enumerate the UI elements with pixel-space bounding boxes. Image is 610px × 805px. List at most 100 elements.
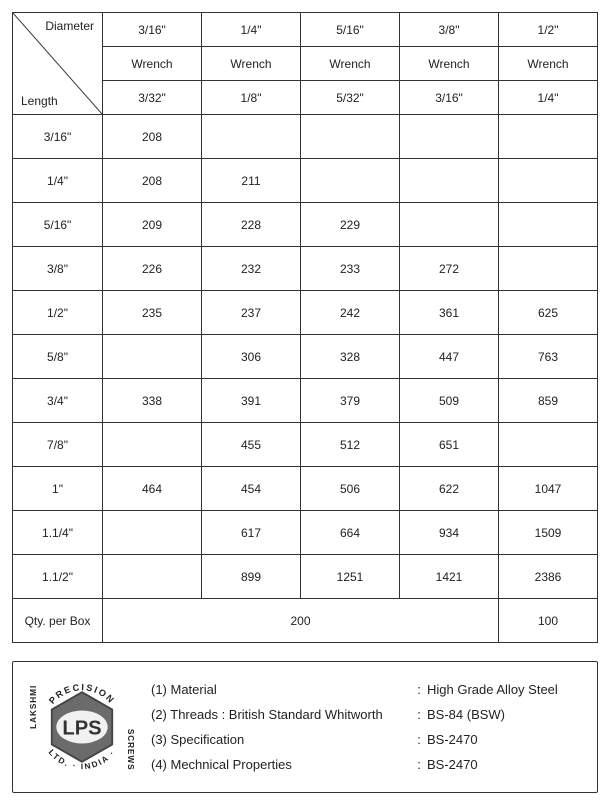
spec-colon: :: [411, 682, 427, 697]
data-cell: 209: [103, 203, 202, 247]
diameter-header: 3/8": [400, 13, 499, 47]
logo-center-text: LPS: [62, 717, 101, 739]
length-header: 1.1/2": [13, 555, 103, 599]
corner-length-label: Length: [21, 94, 58, 108]
data-cell: 625: [499, 291, 598, 335]
data-cell: 622: [400, 467, 499, 511]
table-row: 1/2"235237242361625: [13, 291, 598, 335]
data-cell: 506: [301, 467, 400, 511]
data-cell: 1047: [499, 467, 598, 511]
logo-ring-right: SCREWS: [126, 729, 135, 771]
data-cell: [400, 115, 499, 159]
data-cell: [103, 423, 202, 467]
data-cell: 934: [400, 511, 499, 555]
spec-label: (4) Mechnical Properties: [151, 757, 411, 772]
wrench-label: Wrench: [400, 47, 499, 81]
length-header: 3/8": [13, 247, 103, 291]
data-cell: 455: [202, 423, 301, 467]
data-cell: 464: [103, 467, 202, 511]
table-row: 1"4644545066221047: [13, 467, 598, 511]
data-cell: 235: [103, 291, 202, 335]
diameter-header: 1/4": [202, 13, 301, 47]
qty-label: Qty. per Box: [13, 599, 103, 643]
spec-colon: :: [411, 757, 427, 772]
data-cell: [499, 247, 598, 291]
data-cell: 763: [499, 335, 598, 379]
lps-logo: LPS PRECISION LTD. · INDIA · LAKSHMI SCR…: [27, 672, 137, 782]
data-cell: [301, 159, 400, 203]
data-cell: 211: [202, 159, 301, 203]
data-cell: 361: [400, 291, 499, 335]
data-cell: 1251: [301, 555, 400, 599]
data-cell: 226: [103, 247, 202, 291]
spec-row: (4) Mechnical Properties : BS-2470: [151, 752, 583, 777]
table-row: 1/4"208211: [13, 159, 598, 203]
data-cell: 338: [103, 379, 202, 423]
length-header: 5/8": [13, 335, 103, 379]
qty-value: 200: [103, 599, 499, 643]
data-cell: 512: [301, 423, 400, 467]
data-cell: [499, 159, 598, 203]
wrench-label: Wrench: [301, 47, 400, 81]
data-cell: 509: [400, 379, 499, 423]
spec-row: (1) Material : High Grade Alloy Steel: [151, 677, 583, 702]
length-header: 7/8": [13, 423, 103, 467]
data-cell: 232: [202, 247, 301, 291]
wrench-size: 5/32": [301, 81, 400, 115]
wrench-label: Wrench: [202, 47, 301, 81]
corner-cell: Diameter Length: [13, 13, 103, 115]
data-cell: 233: [301, 247, 400, 291]
data-cell: 328: [301, 335, 400, 379]
data-cell: 306: [202, 335, 301, 379]
data-cell: 2386: [499, 555, 598, 599]
qty-value: 100: [499, 599, 598, 643]
spec-label: (1) Material: [151, 682, 411, 697]
wrench-label: Wrench: [499, 47, 598, 81]
data-cell: 859: [499, 379, 598, 423]
data-cell: [202, 115, 301, 159]
wrench-size: 3/16": [400, 81, 499, 115]
data-cell: [499, 115, 598, 159]
data-cell: 1421: [400, 555, 499, 599]
length-header: 1/2": [13, 291, 103, 335]
spec-label: (3) Specification: [151, 732, 411, 747]
spec-colon: :: [411, 707, 427, 722]
wrench-label: Wrench: [103, 47, 202, 81]
spec-value: High Grade Alloy Steel: [427, 682, 583, 697]
data-cell: 391: [202, 379, 301, 423]
spec-row: (2) Threads : British Standard Whitworth…: [151, 702, 583, 727]
data-cell: 447: [400, 335, 499, 379]
data-cell: [103, 511, 202, 555]
length-header: 1.1/4": [13, 511, 103, 555]
wrench-size: 1/4": [499, 81, 598, 115]
spec-box: LPS PRECISION LTD. · INDIA · LAKSHMI SCR…: [12, 661, 598, 793]
data-cell: [499, 423, 598, 467]
table-row: 3/4"338391379509859: [13, 379, 598, 423]
table-row: 5/16"209228229: [13, 203, 598, 247]
logo-ring-left: LAKSHMI: [29, 685, 38, 729]
size-table: Diameter Length 3/16" 1/4" 5/16" 3/8" 1/…: [12, 12, 598, 643]
data-cell: 242: [301, 291, 400, 335]
table-row: 5/8" 306328447763: [13, 335, 598, 379]
data-cell: 1509: [499, 511, 598, 555]
spec-value: BS-2470: [427, 732, 583, 747]
length-header: 3/16": [13, 115, 103, 159]
spec-list: (1) Material : High Grade Alloy Steel (2…: [151, 677, 583, 777]
length-header: 1": [13, 467, 103, 511]
data-cell: [301, 115, 400, 159]
diameter-header: 5/16": [301, 13, 400, 47]
data-cell: 454: [202, 467, 301, 511]
data-cell: 208: [103, 115, 202, 159]
data-cell: [400, 203, 499, 247]
table-row: 1.1/4"6176649341509: [13, 511, 598, 555]
data-cell: 664: [301, 511, 400, 555]
data-cell: [103, 335, 202, 379]
corner-diameter-label: Diameter: [45, 19, 94, 33]
diameter-header: 1/2": [499, 13, 598, 47]
length-header: 3/4": [13, 379, 103, 423]
wrench-size: 1/8": [202, 81, 301, 115]
spec-label: (2) Threads : British Standard Whitworth: [151, 707, 411, 722]
data-cell: 208: [103, 159, 202, 203]
data-cell: 237: [202, 291, 301, 335]
spec-colon: :: [411, 732, 427, 747]
